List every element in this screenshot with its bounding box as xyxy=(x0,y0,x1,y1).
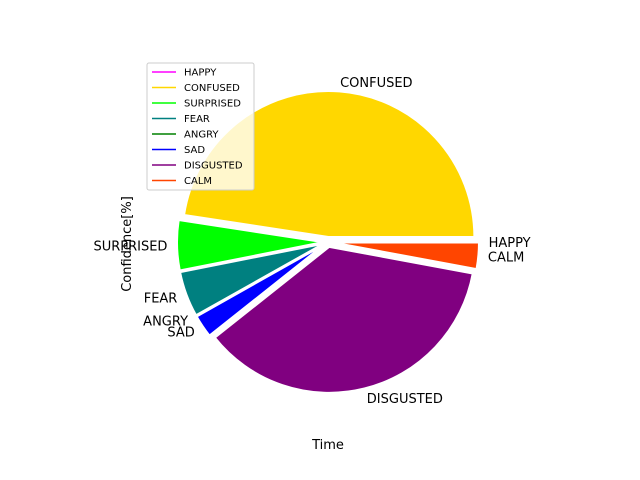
legend-label-confused: CONFUSED xyxy=(184,83,240,94)
legend-label-angry: ANGRY xyxy=(184,130,219,141)
pie-slices xyxy=(176,90,481,394)
slice-label-happy: HAPPY xyxy=(489,236,531,251)
slice-calm xyxy=(332,241,480,271)
legend-label-fear: FEAR xyxy=(184,114,210,125)
legend: HAPPY CONFUSED SURPRISED FEAR ANGRY SAD DISGUS… xyxy=(146,62,255,191)
slice-label-sad: SAD xyxy=(167,326,194,341)
slice-label-calm: CALM xyxy=(488,251,524,266)
slice-label-surprised: SURPRISED xyxy=(93,240,167,255)
legend-frame xyxy=(146,62,255,191)
legend-label-happy: HAPPY xyxy=(184,68,217,79)
slice-labels: HAPPYCONFUSEDSURPRISEDFEARANGRYSADDISGUS… xyxy=(93,76,530,407)
slice-label-fear: FEAR xyxy=(144,292,178,307)
slice-label-confused: CONFUSED xyxy=(340,76,413,91)
slice-sad xyxy=(195,243,325,337)
slice-disgusted xyxy=(213,245,474,394)
slice-label-disgusted: DISGUSTED xyxy=(367,392,443,407)
legend-label-calm: CALM xyxy=(184,176,212,187)
legend-label-surprised: SURPRISED xyxy=(184,99,241,110)
legend-label-sad: SAD xyxy=(184,145,205,156)
x-axis-label: Time xyxy=(311,438,344,453)
y-axis-label: Confidence[%] xyxy=(120,196,135,292)
legend-label-disgusted: DISGUSTED xyxy=(184,161,243,172)
slice-label-angry: ANGRY xyxy=(143,315,188,330)
slice-surprised xyxy=(176,218,324,272)
